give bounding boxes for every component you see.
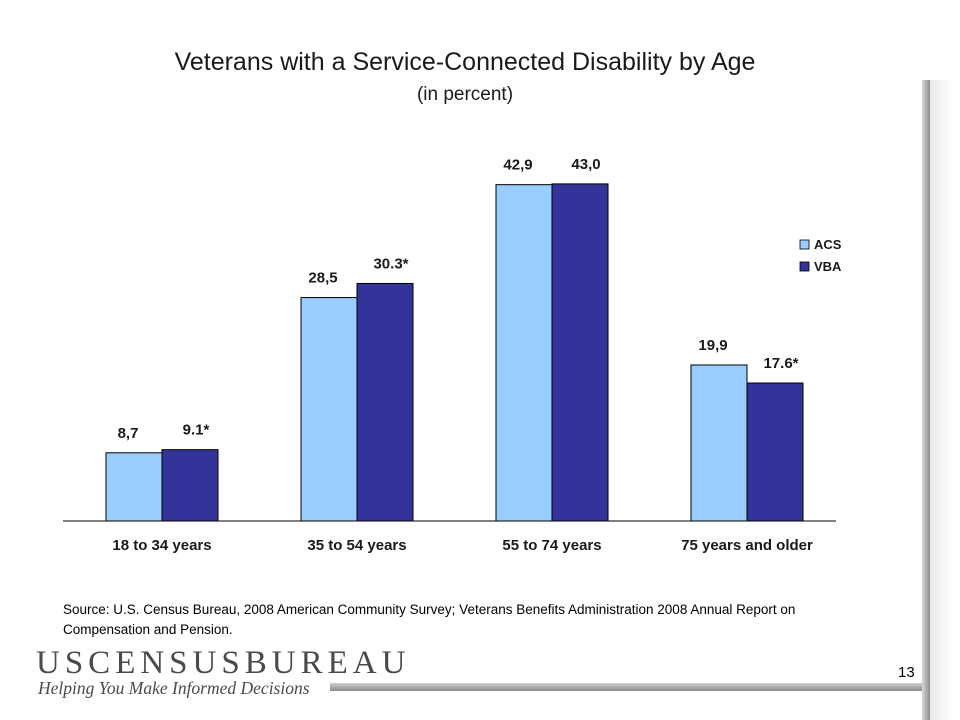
legend-label-vba: VBA [814, 259, 842, 274]
x-tick-label-3: 75 years and older [681, 537, 813, 554]
legend-swatch-acs [799, 239, 810, 250]
bar-vba-2 [551, 183, 609, 522]
x-tick-label-0: 18 to 34 years [112, 537, 211, 554]
x-tick-label-1: 35 to 54 years [307, 537, 406, 554]
bar-acs-3 [690, 364, 748, 522]
data-label-acs-1: 28,5 [308, 270, 337, 287]
data-label-vba-2: 43,0 [571, 156, 600, 173]
source-note: Source: U.S. Census Bureau, 2008 America… [63, 602, 796, 637]
bar-acs-0 [105, 452, 163, 522]
legend-swatch-vba [799, 261, 810, 272]
data-label-vba-1: 30.3* [373, 255, 408, 272]
data-label-vba-0: 9.1* [183, 422, 210, 439]
census-bureau-logo-wordmark: USCENSUSBUREAU [36, 645, 411, 681]
page-number: 13 [898, 664, 915, 681]
slide-frame-right [922, 80, 930, 720]
data-label-acs-2: 42,9 [503, 157, 532, 174]
bar-vba-1 [356, 282, 414, 522]
data-label-vba-3: 17.6* [763, 355, 798, 372]
chart-title: Veterans with a Service-Connected Disabi… [174, 48, 756, 76]
bar-vba-0 [161, 449, 219, 522]
data-label-acs-3: 19,9 [698, 337, 727, 354]
census-bureau-logo-tagline: Helping You Make Informed Decisions [38, 678, 310, 698]
slide-frame-shade [930, 80, 952, 720]
bar-acs-1 [300, 297, 358, 522]
bar-acs-2 [495, 184, 553, 522]
slide-frame-bottom [330, 683, 922, 691]
data-label-acs-0: 8,7 [118, 425, 139, 442]
bar-chart: 8,7 9.1* 18 to 34 years 28,5 30.3* 35 to 54 y… [63, 156, 842, 554]
chart-subtitle: (in percent) [416, 84, 514, 105]
bar-vba-3 [746, 382, 804, 522]
legend-label-acs: ACS [814, 237, 842, 252]
x-tick-label-2: 55 to 74 years [502, 537, 601, 554]
